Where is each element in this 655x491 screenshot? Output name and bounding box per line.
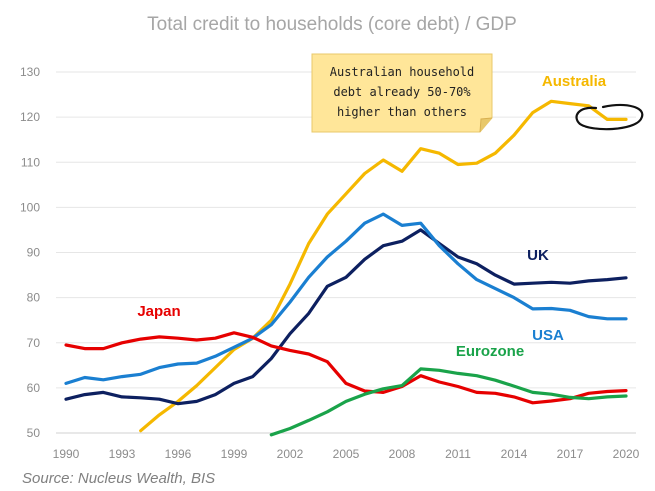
x-tick-label: 1993 <box>109 447 136 461</box>
series-label-japan: Japan <box>137 303 180 320</box>
source-note: Source: Nucleus Wealth, BIS <box>22 470 215 487</box>
x-tick-label: 2017 <box>557 447 584 461</box>
chart-title: Total credit to households (core debt) /… <box>147 14 517 35</box>
x-tick-label: 2011 <box>445 447 471 461</box>
x-tick-label: 1990 <box>53 447 80 461</box>
series-label-eurozone: Eurozone <box>456 343 524 360</box>
y-tick-label: 60 <box>27 381 41 395</box>
annotation-line-2: debt already 50-70% <box>333 85 471 99</box>
x-tick-label: 2008 <box>389 447 416 461</box>
y-tick-label: 70 <box>27 336 41 350</box>
gridlines <box>56 71 636 389</box>
sticky-note-fold <box>479 117 493 133</box>
x-tick-label: 2002 <box>277 447 304 461</box>
series-label-uk: UK <box>527 247 549 264</box>
x-tick-label: 2014 <box>501 447 528 461</box>
annotation-line-1: Australian household <box>330 65 475 79</box>
series-line-uk <box>64 228 628 406</box>
y-tick-label: 100 <box>20 200 40 214</box>
series-label-australia: Australia <box>542 73 607 90</box>
y-tick-label: 120 <box>20 110 40 124</box>
series-labels: Australia UK USA Japan Eurozone <box>137 73 606 360</box>
series-line-eurozone <box>269 367 628 437</box>
annotation-line-3: higher than others <box>337 105 467 119</box>
series-label-usa: USA <box>532 327 564 344</box>
series-line-usa <box>64 212 628 385</box>
x-tick-label: 2005 <box>333 447 360 461</box>
y-tick-label: 80 <box>27 291 41 305</box>
x-tick-label: 2020 <box>613 447 640 461</box>
y-tick-label: 50 <box>27 426 41 440</box>
series-lines <box>64 99 628 437</box>
y-tick-label: 130 <box>20 65 40 79</box>
series-line-japan <box>64 331 628 405</box>
highlight-circle <box>575 103 644 131</box>
series-line-australia <box>139 99 628 433</box>
y-tick-label: 110 <box>21 155 40 169</box>
x-tick-label: 1999 <box>221 447 248 461</box>
annotation-note: Australian household debt already 50-70%… <box>311 53 493 133</box>
y-axis-ticks: 50 60 70 80 90 100 110 120 130 <box>20 65 40 440</box>
y-tick-label: 90 <box>27 246 41 260</box>
x-axis-ticks: 1990 1993 1996 1999 2002 2005 2008 2011 2014 2017… <box>53 447 640 461</box>
x-tick-label: 1996 <box>165 447 192 461</box>
